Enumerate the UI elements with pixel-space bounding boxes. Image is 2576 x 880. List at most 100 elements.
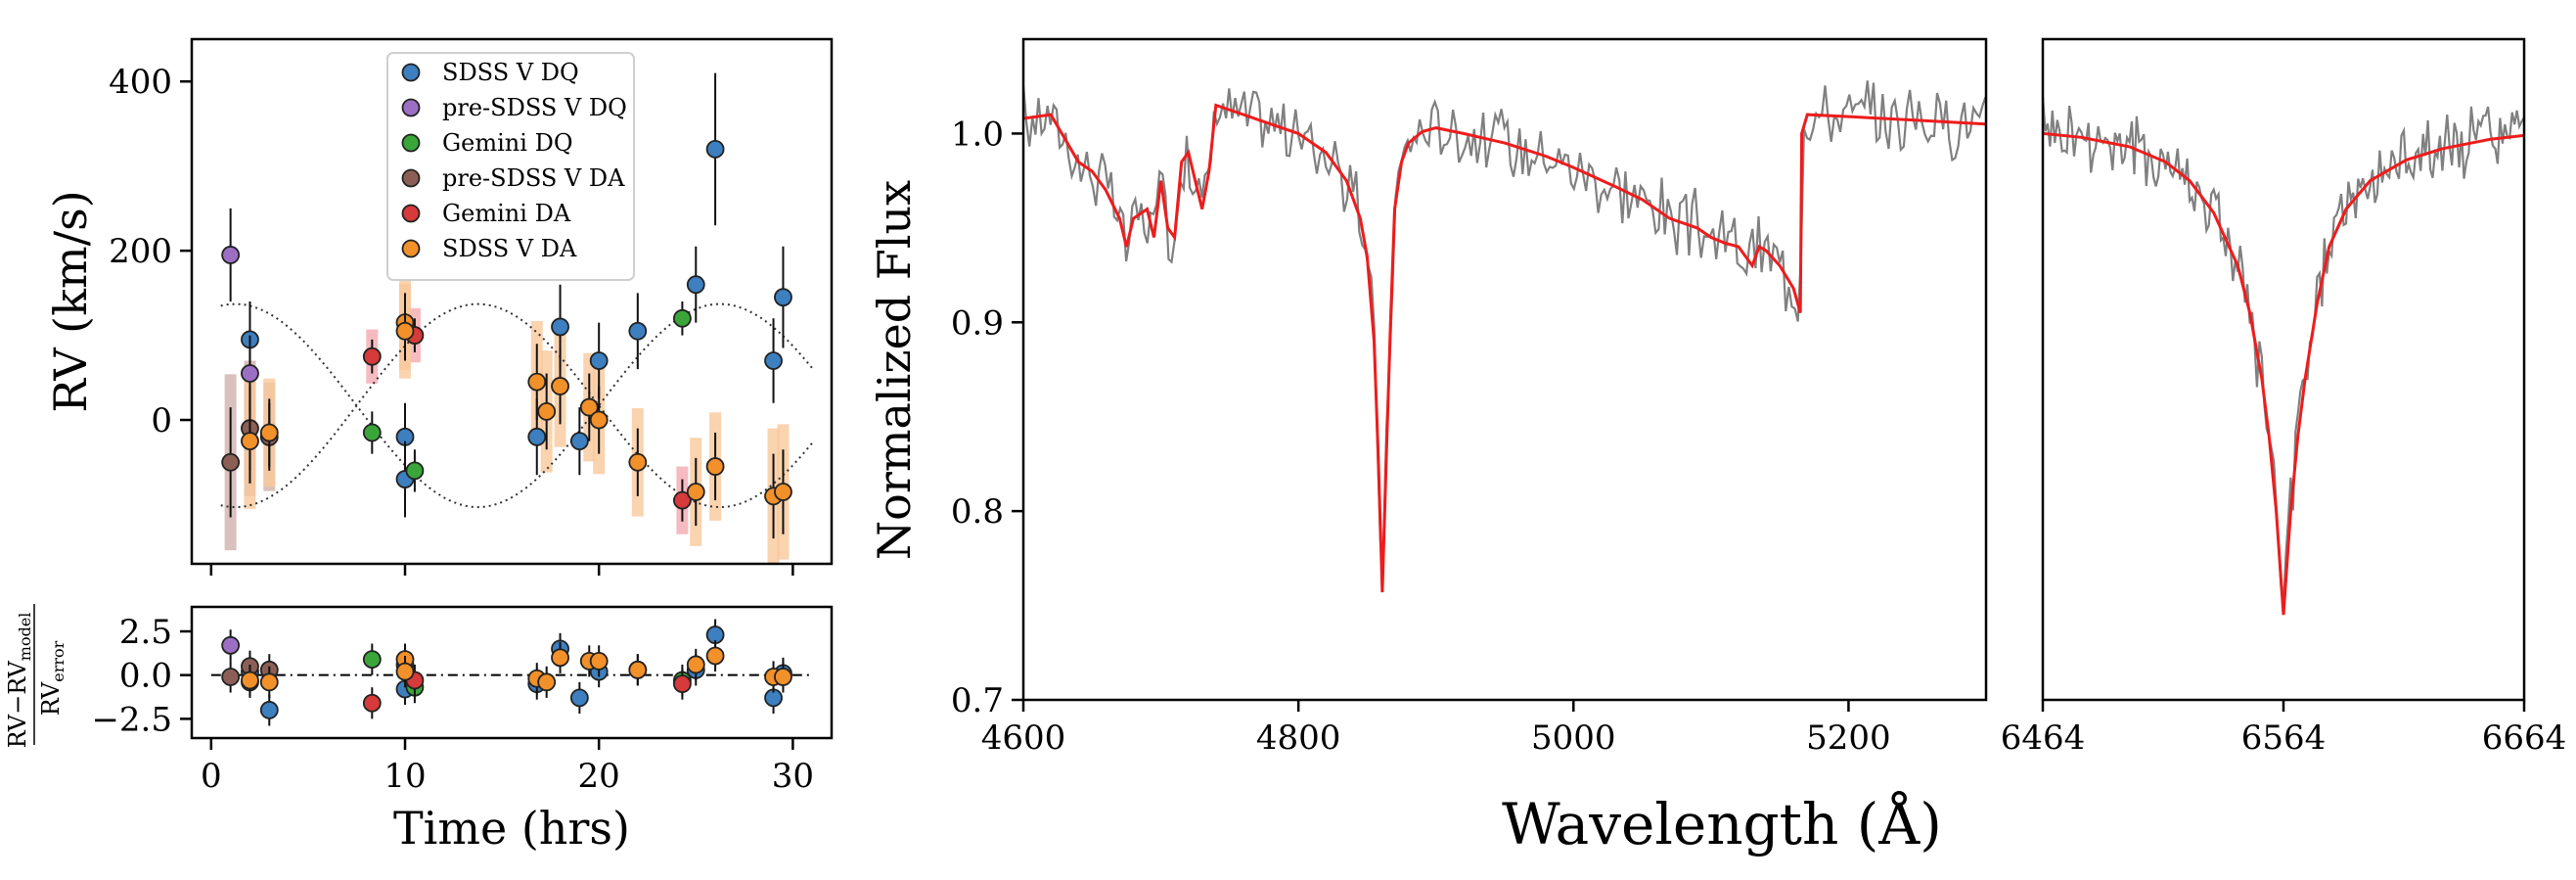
rv-point-gemini-da-0 [362,347,382,366]
rv-point-gemini-dq-0 [362,423,382,442]
legend-marker-4 [401,204,421,223]
rv-ytick-label-1: 200 [109,232,172,271]
spectrum-halpha-observed [2043,96,2524,605]
time-axis-label: Time (hrs) [393,802,630,855]
rv-model-curve-da [220,302,813,509]
legend-marker-0 [401,63,421,82]
residual-y-ticks: −2.5 0.0 2.5 [91,613,192,739]
sp2-xtick-label-0: 6464 [2001,718,2086,758]
rv-axes-frame [190,37,834,566]
res-point-sdss-v-da-5 [537,672,557,692]
legend-label-0: SDSS V DQ [442,59,579,86]
sp1-xtick-label-2: 5000 [1531,718,1616,758]
res-ytick-label-2: 2.5 [119,613,172,652]
rv-x-ticks [209,564,794,576]
legend-label-4: Gemini DA [442,200,571,227]
res-point-sdss-v-da-3 [395,662,415,681]
rv-model-curves [220,302,813,509]
rv-point-sdss-v-dq-7 [628,321,648,341]
sp2-xtick-label-1: 6564 [2241,718,2327,758]
res-point-pre-sdss-v-dq-0 [221,635,241,655]
res-point-sdss-v-dq-1 [259,701,279,719]
rv-legend: SDSS V DQ pre-SDSS V DQ Gemini DQ pre-SDSS … [386,52,635,281]
rv-point-sdss-v-da-9 [628,452,648,472]
res-point-sdss-v-da-10 [686,655,705,674]
residual-axes-frame [190,605,834,740]
sp1-xtick-label-0: 4600 [981,718,1066,758]
res-point-sdss-v-da-6 [551,648,569,668]
legend-label-5: SDSS V DA [442,235,577,262]
res-point-gemini-dq-0 [362,650,382,669]
rv-point-sdss-v-da-1 [259,423,279,442]
rv-point-sdss-v-dq-9 [705,139,725,159]
rv-point-gemini-da-2 [673,490,692,510]
wavelength-axis-label: Wavelength (Å) [1502,791,1942,857]
sp-ytick-label-3: 1.0 [951,115,1004,154]
rv-point-sdss-v-da-0 [241,432,259,451]
res-point-gemini-da-0 [362,693,382,713]
rv-model-curve-dq [220,302,813,509]
spectrum-y-ticks: 0.7 0.8 0.9 1.0 [951,115,1023,720]
rv-point-sdss-v-dq-3 [527,427,547,446]
res-ytick-label-0: −2.5 [91,700,172,739]
rv-panel: 0 200 400 RV (km/s) SDSS V DQ pre-SDSS V DQ… [44,37,834,576]
rv-point-sdss-v-dq-4 [551,317,569,337]
rv-point-pre-sdss-v-dq-1 [241,364,259,383]
rv-ytick-label-0: 0 [151,401,172,440]
rv-ytick-label-2: 400 [109,63,172,102]
rv-point-pre-sdss-v-dq-0 [221,246,241,264]
legend-marker-2 [401,133,421,153]
res-xtick-label-2: 20 [578,757,620,796]
rv-point-sdss-v-da-10 [686,483,705,501]
rv-point-sdss-v-dq-11 [774,288,792,307]
rv-point-sdss-v-dq-6 [589,351,609,370]
rv-point-sdss-v-da-5 [537,401,557,421]
residual-y-axis-label: RV−RVmodel RVerror [4,604,68,748]
res-point-sdss-v-dq-6 [569,688,589,708]
rv-point-sdss-v-da-7 [579,397,599,417]
rv-point-sdss-v-da-6 [551,377,569,395]
res-point-sdss-v-da-1 [259,672,279,692]
spectrum-blue-model-line [1023,103,1986,593]
legend-marker-3 [401,168,421,188]
spectrum-halpha-observed-line [2043,96,2524,605]
res-ytick-label-1: 0.0 [119,657,172,696]
spectrum-blue-frame [1021,37,1988,702]
spectrum-halpha-panel: 6464 6564 6664 [2001,37,2567,758]
res-point-gemini-da-2 [673,674,692,694]
residual-panel: −2.5 0.0 2.5 0 10 20 30 RV−RVmodel RVerror Ti… [4,604,834,855]
res-point-sdss-v-da-0 [241,671,259,690]
sp-ytick-label-1: 0.8 [951,492,1004,532]
res-point-sdss-v-da-8 [589,651,609,671]
spectrum-blue-x-ticks: 4600 4800 5000 5200 [981,700,1891,758]
res-point-sdss-v-da-13 [774,668,792,686]
rv-point-gemini-dq-1 [405,461,425,481]
sp-ytick-label-0: 0.7 [951,681,1004,720]
legend-label-2: Gemini DQ [442,129,573,157]
rv-point-sdss-v-da-13 [774,483,792,501]
ylabel-denominator: RVerror [37,640,68,716]
spectrum-blue-observed-line [1023,80,1986,549]
sp1-xtick-label-1: 4800 [1256,718,1341,758]
legend-frame [386,52,635,281]
rv-error-bands [224,275,790,564]
legend-label-1: pre-SDSS V DQ [442,94,627,121]
residual-x-ticks: 0 10 20 30 [201,738,814,796]
spectrum-blue-panel: 0.7 0.8 0.9 1.0 4600 4800 5000 5200 Normalized… [868,37,1988,758]
sp1-xtick-label-3: 5200 [1806,718,1891,758]
rv-point-sdss-v-da-4 [527,372,547,392]
rv-y-axis-label: RV (km/s) [44,190,97,412]
res-point-pre-sdss-v-da-0 [221,668,241,686]
res-xtick-label-1: 10 [384,757,426,796]
rv-point-sdss-v-da-3 [395,321,415,341]
spectrum-halpha-model [2043,131,2524,616]
legend-marker-5 [401,239,421,258]
sp2-xtick-label-2: 6664 [2482,718,2567,758]
rv-point-sdss-v-da-8 [589,410,609,430]
legend-label-3: pre-SDSS V DA [442,164,625,192]
rv-points [221,72,792,539]
res-point-sdss-v-da-11 [705,646,725,666]
spectrum-halpha-model-line [2043,131,2524,616]
rv-point-pre-sdss-v-da-0 [221,452,241,472]
